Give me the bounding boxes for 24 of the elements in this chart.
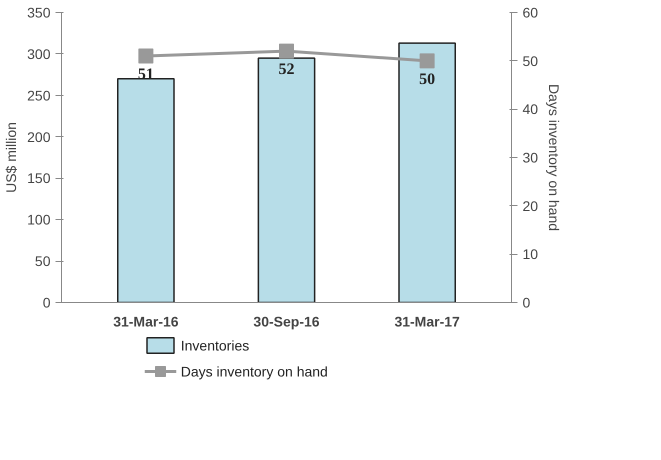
y-tick-label: 200	[27, 128, 51, 145]
y2-tick-label: 30	[522, 150, 538, 166]
y-tick-label: 300	[27, 46, 51, 62]
y-tick-label: 250	[27, 87, 51, 104]
y-axis-title: US$ million	[3, 122, 20, 193]
y-tick-label: 50	[34, 253, 51, 270]
y2-tick-label: 40	[522, 101, 538, 118]
x-tick-label: 30-Sep-16	[253, 314, 320, 330]
legend-label: Days inventory on hand	[180, 364, 328, 380]
y2-tick-label: 0	[522, 294, 530, 310]
legend-label: Inventories	[180, 338, 250, 354]
x-tick-label: 31-Mar-17	[394, 314, 460, 330]
y-tick-label: 100	[27, 212, 51, 228]
y2-axis-title: Days inventory on hand	[546, 84, 562, 232]
y2-tick-label: 60	[522, 4, 538, 20]
y-tick-label: 0	[42, 294, 51, 310]
y-tick-label: 350	[27, 4, 51, 20]
y2-tick-label: 10	[522, 246, 538, 262]
data-label: 50	[419, 70, 436, 88]
data-label: 52	[278, 61, 294, 78]
x-tick-label: 31-Mar-16	[113, 314, 179, 330]
y2-tick-label: 20	[522, 198, 538, 214]
y2-tick-label: 50	[522, 52, 538, 69]
y-tick-label: 150	[27, 170, 51, 186]
